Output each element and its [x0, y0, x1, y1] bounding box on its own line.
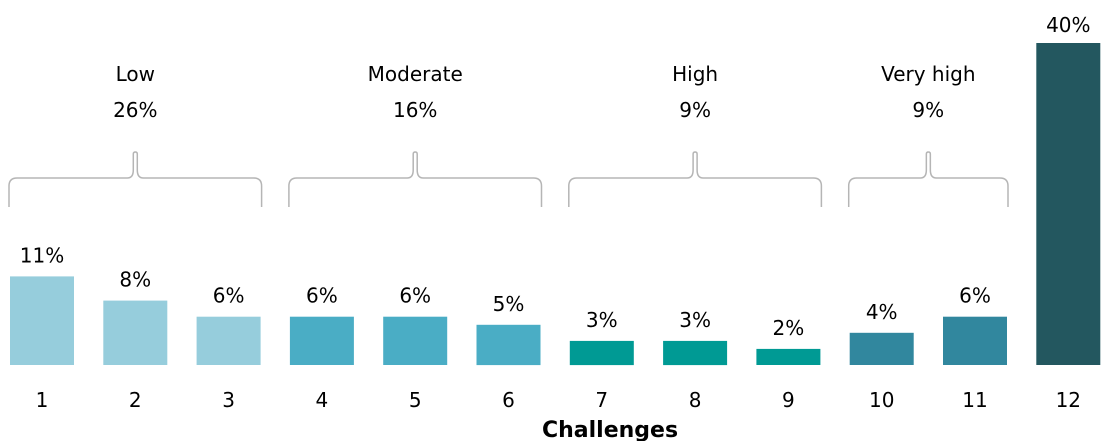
x-tick-4: 4	[316, 388, 329, 412]
group-brace-1	[8, 151, 263, 207]
value-label-9: 2%	[773, 316, 805, 340]
bar-3	[196, 316, 261, 365]
x-tick-7: 7	[595, 388, 608, 412]
x-tick-12: 12	[1056, 388, 1081, 412]
bar-5	[383, 316, 448, 365]
group-percent-1: 26%	[113, 98, 157, 122]
x-tick-1: 1	[36, 388, 49, 412]
bar-2	[103, 300, 168, 365]
value-label-3: 6%	[213, 284, 245, 308]
group-labels: Low 26% Moderate 16% High 9% Very high 9%	[113, 62, 975, 122]
bar-10	[849, 332, 914, 365]
value-label-1: 11%	[20, 243, 64, 267]
value-label-11: 6%	[959, 284, 991, 308]
value-label-12: 40%	[1046, 13, 1090, 37]
bar-1	[10, 276, 74, 365]
x-tick-6: 6	[502, 388, 515, 412]
x-axis-title: Challenges	[542, 418, 678, 441]
value-label-4: 6%	[306, 284, 338, 308]
bar-11	[943, 316, 1007, 365]
x-tick-9: 9	[782, 388, 795, 412]
group-name-2: Moderate	[368, 62, 463, 86]
group-brace-3	[568, 151, 823, 207]
group-name-3: High	[672, 62, 718, 86]
value-label-7: 3%	[586, 308, 618, 332]
bar-4	[289, 316, 354, 365]
x-tick-3: 3	[222, 388, 235, 412]
value-label-10: 4%	[866, 300, 898, 324]
x-tick-labels: 1 2 3 4 5 6 7 8 9 10 11 12	[36, 388, 1081, 412]
x-tick-8: 8	[689, 388, 702, 412]
x-tick-5: 5	[409, 388, 422, 412]
x-tick-10: 10	[869, 388, 894, 412]
value-labels: 11% 8% 6% 6% 6% 5% 3% 3% 2% 4% 6% 40%	[20, 13, 1091, 340]
value-label-5: 6%	[399, 284, 431, 308]
group-percent-3: 9%	[679, 98, 711, 122]
value-label-2: 8%	[119, 268, 151, 292]
x-tick-2: 2	[129, 388, 142, 412]
bar-12	[1036, 43, 1101, 365]
group-brace-2	[288, 151, 543, 207]
bar-8	[663, 340, 728, 366]
bar-9	[756, 348, 821, 365]
value-label-8: 3%	[679, 308, 711, 332]
bars	[10, 43, 1101, 366]
group-brace-4	[847, 151, 1009, 207]
group-percent-4: 9%	[912, 98, 944, 122]
value-label-6: 5%	[493, 292, 525, 316]
bar-7	[569, 340, 634, 366]
group-name-4: Very high	[881, 62, 975, 86]
group-name-1: Low	[116, 62, 155, 86]
group-percent-2: 16%	[393, 98, 437, 122]
bar-6	[476, 324, 541, 366]
group-braces	[8, 151, 1009, 207]
x-tick-11: 11	[962, 388, 987, 412]
